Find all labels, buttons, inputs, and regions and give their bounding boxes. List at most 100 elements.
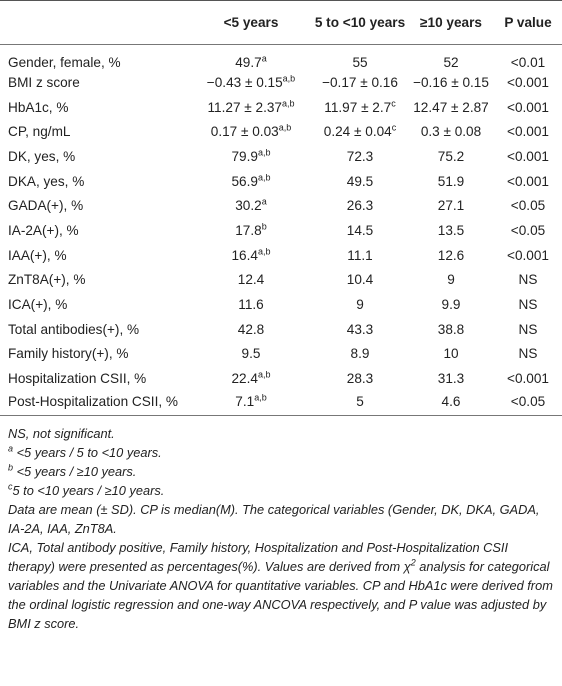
cell: 49.5 — [312, 169, 408, 194]
superscript: a,b — [257, 246, 271, 257]
table-row: HbA1c, % 11.27 ± 2.37a,b 11.97 ± 2.7c 12.47… — [0, 95, 562, 120]
cell-text: 5 — [356, 393, 364, 409]
cell-text: <0.001 — [507, 74, 549, 90]
cell: <0.001 — [494, 95, 562, 120]
cell-text: 51.9 — [437, 173, 465, 189]
table-row: ICA(+), % 11.6 9 9.9 NS — [0, 292, 562, 317]
table-row: Post-Hospitalization CSII, % 7.1a,b 5 4.6 <0… — [0, 390, 562, 417]
superscript: b — [261, 221, 267, 232]
cell-text: 27.1 — [437, 198, 465, 214]
cell: NS — [494, 317, 562, 342]
cell-text: 26.3 — [346, 198, 374, 214]
superscript: a — [261, 53, 267, 64]
cell-text: 8.9 — [350, 346, 370, 362]
cell-text: 56.9 — [231, 173, 258, 189]
header-row: <5 years 5 to <10 years ≥10 years P value — [0, 0, 562, 45]
row-label: HbA1c, % — [0, 95, 190, 120]
cell-text: IAA(+), % — [8, 247, 67, 263]
cell: 11.27 ± 2.37a,b — [190, 95, 312, 120]
footnote-text: NS, not significant. — [8, 426, 115, 442]
row-label: DKA, yes, % — [0, 169, 190, 194]
footnote-text: 5 to <10 years / ≥10 years. — [12, 483, 165, 499]
cell-text: <0.001 — [507, 173, 549, 189]
footnote: NS, not significant. — [8, 424, 554, 443]
cell-text: 0.24 ± 0.04 — [323, 124, 392, 140]
cell: 28.3 — [312, 366, 408, 391]
cell-text: <0.001 — [507, 99, 549, 115]
cell: 55 — [312, 45, 408, 70]
cell: 12.4 — [190, 268, 312, 293]
row-label: DK, yes, % — [0, 144, 190, 169]
cell: 79.9a,b — [190, 144, 312, 169]
cell-text: <0.001 — [507, 148, 549, 164]
cell: −0.43 ± 0.15a,b — [190, 70, 312, 95]
table-row: Gender, female, % 49.7a 55 52 <0.01 — [0, 45, 562, 70]
cell: <0.001 — [494, 169, 562, 194]
cell-text: 7.1 — [235, 393, 255, 409]
footnote: b <5 years / ≥10 years. — [8, 462, 554, 481]
cell-text: 52 — [443, 55, 459, 70]
cell-text: −0.43 ± 0.15 — [206, 74, 283, 90]
cell-text: 0.17 ± 0.03 — [210, 124, 279, 140]
cell: 16.4a,b — [190, 243, 312, 268]
cell-text: GADA(+), % — [8, 198, 84, 214]
footnote-text: Data are mean (± SD). CP is median(M). T… — [8, 502, 540, 537]
cell-text: 4.6 — [441, 393, 461, 409]
cell-text: <0.001 — [507, 371, 549, 387]
row-label: CP, ng/mL — [0, 119, 190, 144]
cell-text: 42.8 — [237, 321, 265, 337]
cell-text: 9 — [356, 297, 364, 313]
cell: <0.001 — [494, 243, 562, 268]
cell: <0.05 — [494, 193, 562, 218]
cell-text: <0.001 — [507, 124, 549, 140]
cell: 56.9a,b — [190, 169, 312, 194]
cell: 5 — [312, 390, 408, 417]
table-row: BMI z score −0.43 ± 0.15a,b −0.17 ± 0.16 −0… — [0, 70, 562, 95]
table-row: Hospitalization CSII, % 22.4a,b 28.3 31.3 <0… — [0, 366, 562, 391]
cell: 10.4 — [312, 268, 408, 293]
row-label: Post-Hospitalization CSII, % — [0, 390, 190, 417]
cell: 17.8b — [190, 218, 312, 243]
cell-text: NS — [518, 346, 538, 362]
cell: 26.3 — [312, 193, 408, 218]
cell-text: CP, ng/mL — [8, 124, 71, 140]
cell-text: Gender, female, % — [8, 55, 121, 70]
cell: <0.01 — [494, 45, 562, 70]
cell-text: 22.4 — [231, 371, 258, 387]
superscript: 2 — [410, 557, 416, 568]
cell: 13.5 — [408, 218, 494, 243]
header-cell: <5 years — [190, 0, 312, 45]
cell: <0.05 — [494, 218, 562, 243]
row-label: BMI z score — [0, 70, 190, 95]
header-text: <5 years — [223, 15, 279, 30]
footnote-text: <5 years / ≥10 years. — [13, 464, 137, 480]
row-label: ZnT8A(+), % — [0, 268, 190, 293]
cell: 75.2 — [408, 144, 494, 169]
superscript: a,b — [257, 147, 271, 158]
cell-text: NS — [518, 297, 538, 313]
cell-text: DKA, yes, % — [8, 173, 85, 189]
row-label: Total antibodies(+), % — [0, 317, 190, 342]
cell-text: ICA(+), % — [8, 297, 68, 313]
cell-text: Family history(+), % — [8, 346, 129, 362]
superscript: c — [391, 98, 396, 108]
footnote: c5 to <10 years / ≥10 years. — [8, 481, 554, 500]
header-cell — [0, 0, 190, 45]
cell: NS — [494, 342, 562, 367]
cell-text: 10 — [443, 346, 459, 362]
row-label: GADA(+), % — [0, 193, 190, 218]
cell-text: 38.8 — [437, 321, 465, 337]
cell: 30.2a — [190, 193, 312, 218]
footnote: a <5 years / 5 to <10 years. — [8, 443, 554, 462]
superscript: a — [261, 196, 267, 207]
cell: 9 — [312, 292, 408, 317]
header-cell: P value — [494, 0, 562, 45]
cell-text: −0.17 ± 0.16 — [322, 74, 398, 90]
cell: 43.3 — [312, 317, 408, 342]
cell-text: 9.5 — [241, 346, 261, 362]
row-label: ICA(+), % — [0, 292, 190, 317]
header-text: ≥10 years — [420, 15, 482, 30]
cell: <0.001 — [494, 70, 562, 95]
cell: 11.6 — [190, 292, 312, 317]
